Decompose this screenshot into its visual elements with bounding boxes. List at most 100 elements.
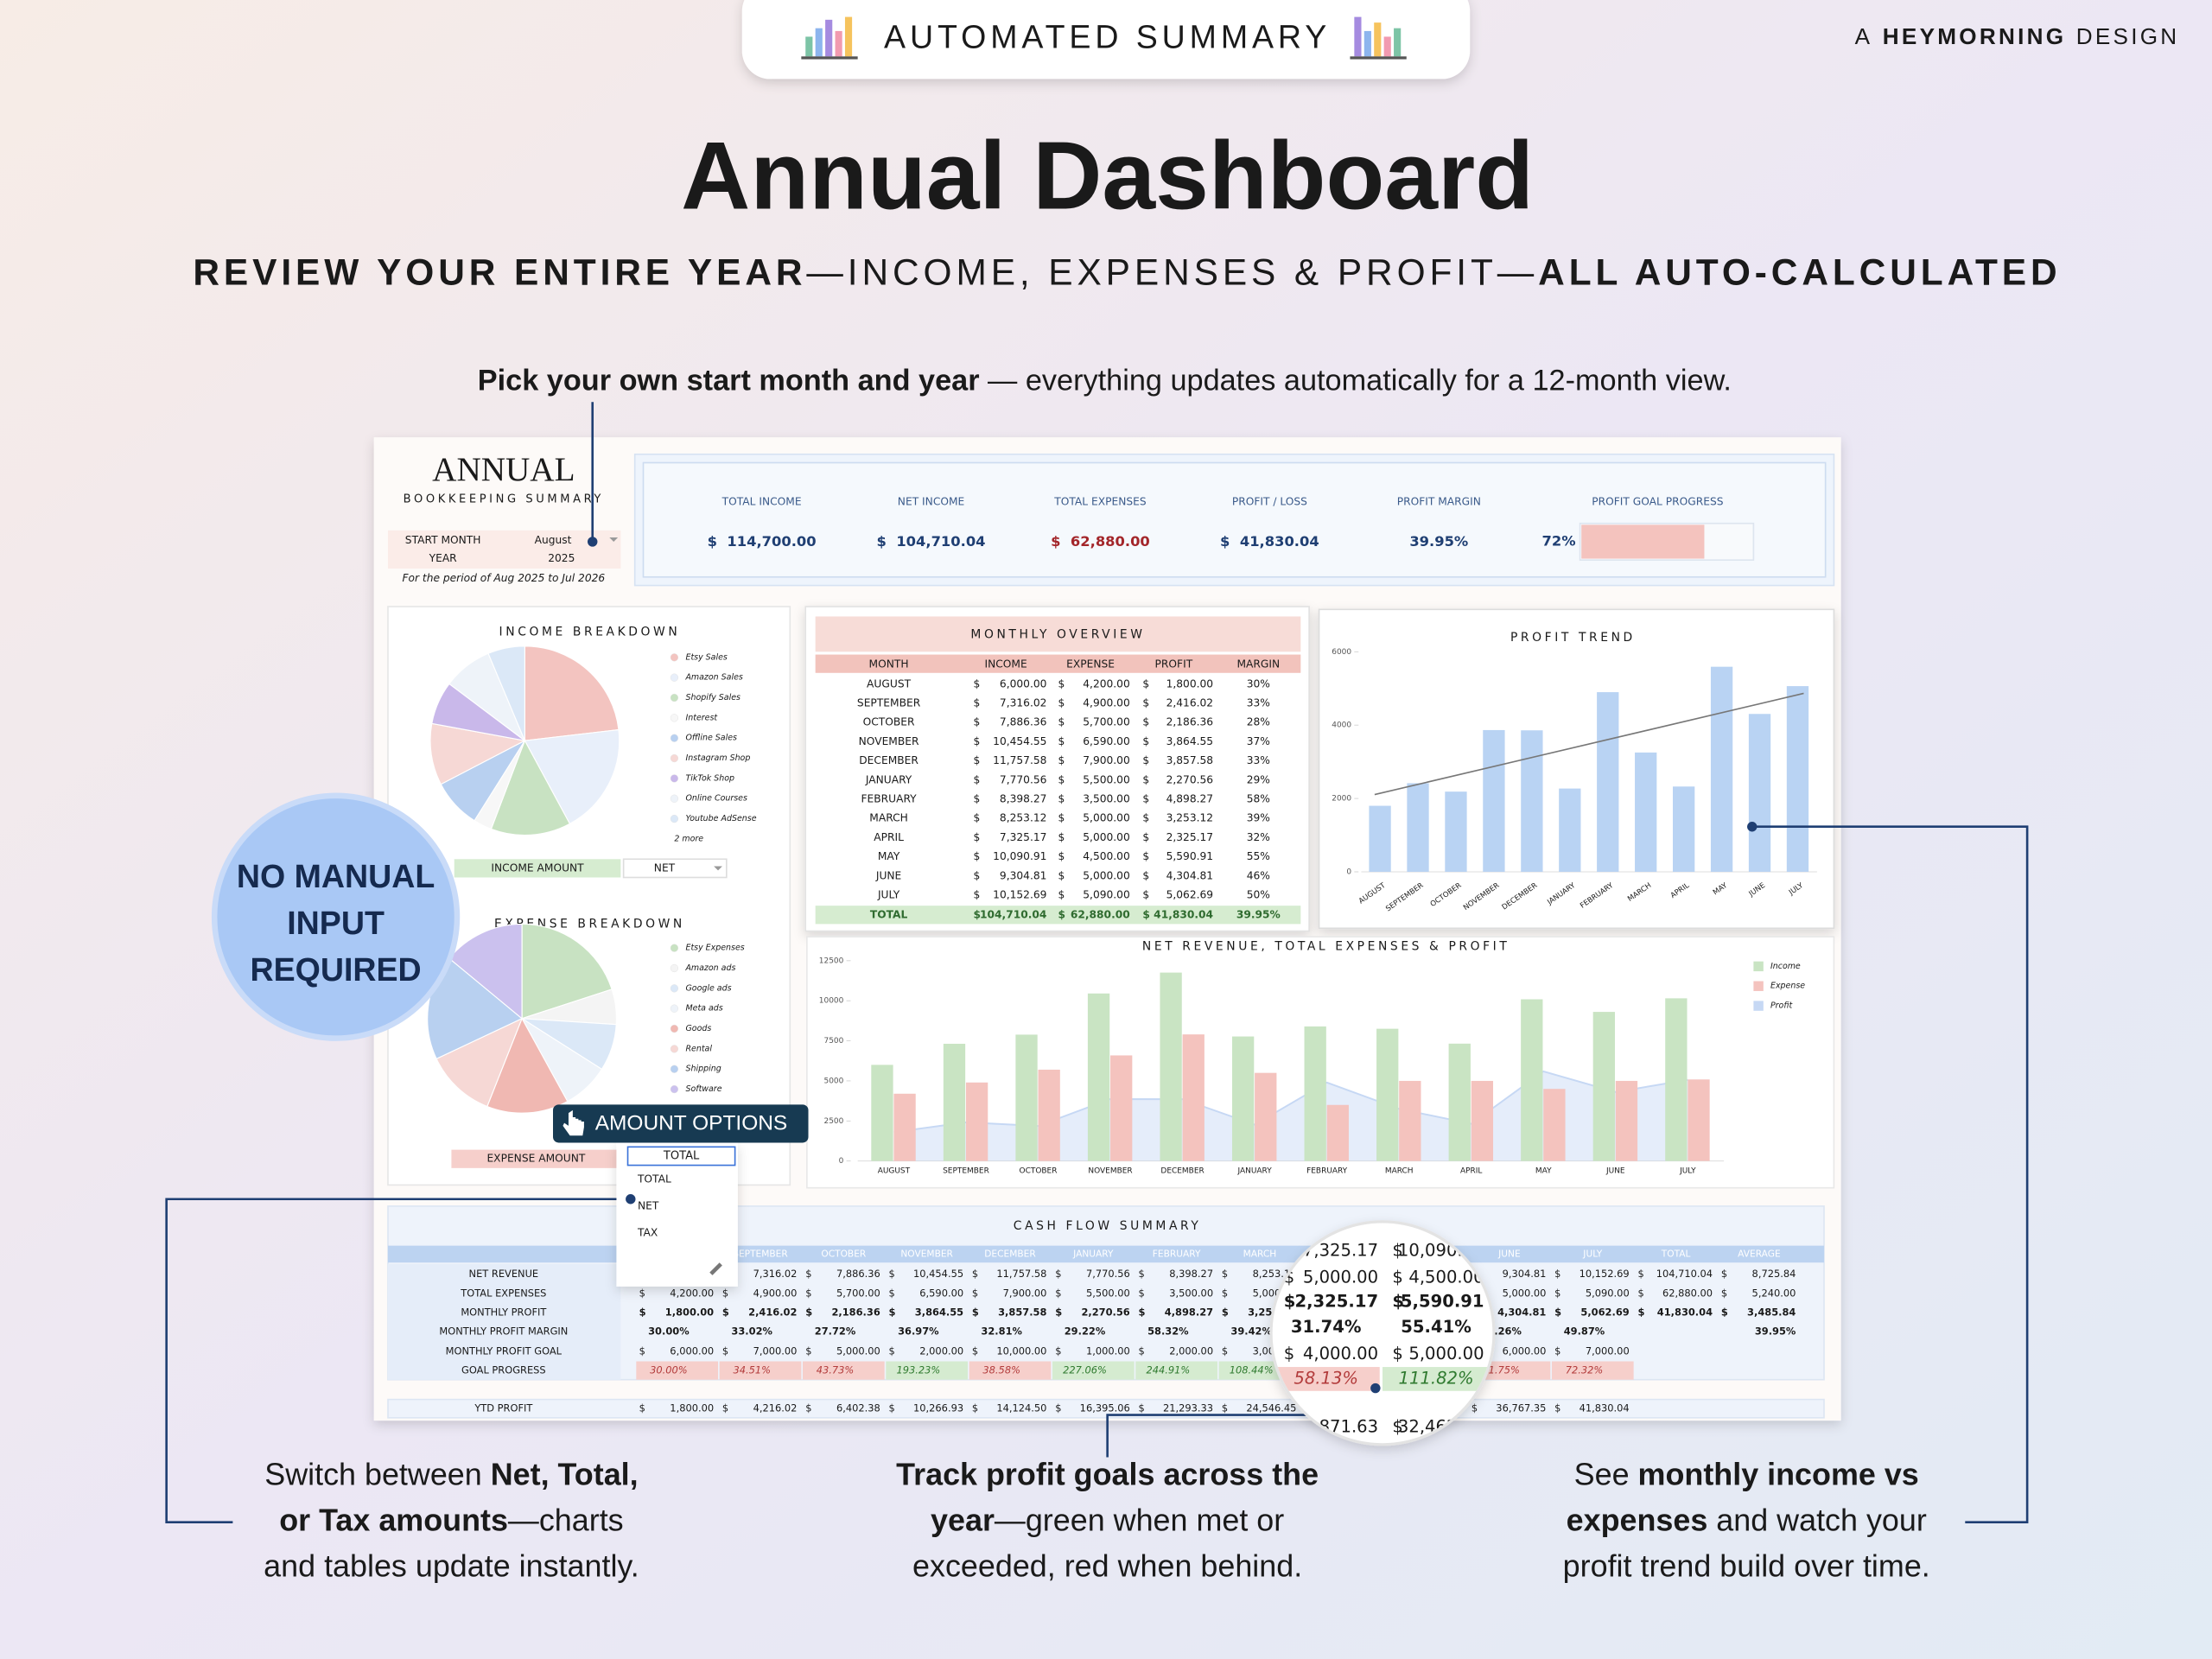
overview-header <box>815 616 1301 652</box>
cell: OCTOBER <box>863 716 915 728</box>
progress-cell <box>1272 1367 1380 1391</box>
y-tick-label: 0 <box>1346 868 1351 876</box>
cell: 7,000.00 <box>753 1345 798 1357</box>
cell: 30.00% <box>650 1364 688 1376</box>
progress-cell <box>886 1361 968 1380</box>
cell: 10,000.00 <box>996 1345 1046 1357</box>
currency: $ <box>889 1402 895 1414</box>
column-header: MARGIN <box>1236 658 1280 670</box>
legend-swatch <box>670 1004 679 1013</box>
cell: 33.02% <box>731 1325 772 1338</box>
currency: $ <box>1139 1287 1145 1300</box>
caption-part: See <box>1574 1457 1638 1492</box>
dropdown-option[interactable]: NET <box>638 1199 659 1211</box>
currency: $ <box>974 831 981 843</box>
legend-label: TikTok Shop <box>685 773 734 783</box>
cell: 39.95% <box>1755 1325 1796 1338</box>
currency: $ <box>889 1345 895 1357</box>
x-tick-label: NOVEMBER <box>1088 1167 1132 1176</box>
cell: 46% <box>1247 869 1270 881</box>
currency: $ <box>805 1402 811 1414</box>
amount-value: NET <box>654 861 676 874</box>
kpi-currency: $ <box>708 532 717 549</box>
column-header: FEBRUARY <box>1153 1248 1201 1259</box>
currency: $ <box>1055 1345 1061 1357</box>
income-amount-select[interactable] <box>622 858 728 879</box>
cell: 2,270.56 <box>1166 773 1214 785</box>
kpi-label: PROFIT MARGIN <box>1397 496 1481 508</box>
cell: 55.41% <box>1401 1317 1471 1337</box>
cell: 41,830.04 <box>1154 908 1213 920</box>
currency: $ <box>1721 1268 1727 1280</box>
cell: 72.32% <box>1566 1364 1604 1376</box>
cell: 16,395.06 <box>1080 1402 1130 1414</box>
cell: 193.23% <box>896 1364 940 1376</box>
currency: $ <box>1142 889 1149 901</box>
column-header: SEPTEMBER <box>733 1248 788 1259</box>
cell: 6,000.00 <box>1503 1345 1547 1357</box>
callout-top-part: Pick your own start month and year <box>478 365 980 397</box>
legend-swatch <box>670 984 679 993</box>
column-header: OCTOBER <box>821 1248 867 1259</box>
column-header: TOTAL <box>1661 1248 1691 1259</box>
cell: 4,200.00 <box>1083 677 1129 690</box>
legend-swatch <box>670 963 679 973</box>
dropdown-option[interactable]: TAX <box>637 1226 658 1238</box>
cell: 104,710.04 <box>980 908 1046 920</box>
bar <box>1399 1080 1421 1161</box>
cell: 7,325.17 <box>1303 1241 1378 1261</box>
column-header: DECEMBER <box>984 1248 1036 1259</box>
dropdown-input[interactable] <box>626 1146 736 1166</box>
currency: $ <box>1058 773 1065 785</box>
bar <box>1748 714 1771 872</box>
cell: 21,293.33 <box>1163 1402 1213 1414</box>
bar <box>1445 791 1467 872</box>
sheet-subtitle: BOOKKEEPING SUMMARY <box>404 493 604 505</box>
subtitle-part: ALL AUTO-CALCULATED <box>1538 252 2061 293</box>
currency: $ <box>1058 677 1065 690</box>
currency: $ <box>1058 850 1065 862</box>
currency: $ <box>639 1345 645 1357</box>
bar <box>1038 1069 1060 1161</box>
legend-label: Shipping <box>685 1065 721 1074</box>
currency: $ <box>974 735 981 747</box>
cell: 10,152.69 <box>1580 1268 1630 1280</box>
chart-title: INCOME BREAKDOWN <box>499 625 681 639</box>
currency: $ <box>972 1306 979 1319</box>
cell: 7,886.36 <box>1000 716 1047 728</box>
cell: 2,000.00 <box>919 1345 963 1357</box>
currency: $ <box>1142 735 1149 747</box>
bar <box>1559 788 1581 872</box>
currency: $ <box>1139 1345 1145 1357</box>
cell: 71.75% <box>1482 1364 1520 1376</box>
bar <box>871 1065 893 1161</box>
legend-swatch <box>670 734 679 742</box>
y-tick-label: 2500 <box>823 1117 843 1126</box>
currency: $ <box>1222 1287 1228 1300</box>
dropdown-option[interactable]: TOTAL <box>637 1173 671 1185</box>
cell: 24,546.45 <box>1246 1402 1296 1414</box>
cell: 4,898.27 <box>1166 793 1213 805</box>
field-label: START MONTH <box>405 534 481 546</box>
x-tick-label: MAY <box>1535 1167 1552 1176</box>
cell: MAY <box>878 850 900 862</box>
bar <box>943 1043 966 1161</box>
kpi-label: NET INCOME <box>898 496 964 508</box>
y-tick-label: 4000 <box>1332 721 1351 730</box>
bar <box>1160 972 1182 1161</box>
connector-dot <box>1747 822 1758 832</box>
cell: 1,800.00 <box>670 1402 714 1414</box>
cell: JUNE <box>875 869 901 881</box>
cell: 36.97% <box>898 1325 939 1338</box>
cell: 39.95% <box>1236 908 1281 920</box>
cashflow-labels <box>387 1263 621 1380</box>
cell: 3,500.00 <box>1083 793 1129 805</box>
progress-cell <box>1052 1361 1135 1380</box>
connector-dot <box>626 1194 636 1205</box>
currency: $ <box>1142 869 1149 881</box>
currency: $ <box>639 1306 646 1319</box>
legend-label: Etsy Expenses <box>685 944 744 953</box>
currency: $ <box>1142 716 1149 728</box>
currency: $ <box>1554 1287 1560 1300</box>
currency: $ <box>1638 1268 1644 1280</box>
